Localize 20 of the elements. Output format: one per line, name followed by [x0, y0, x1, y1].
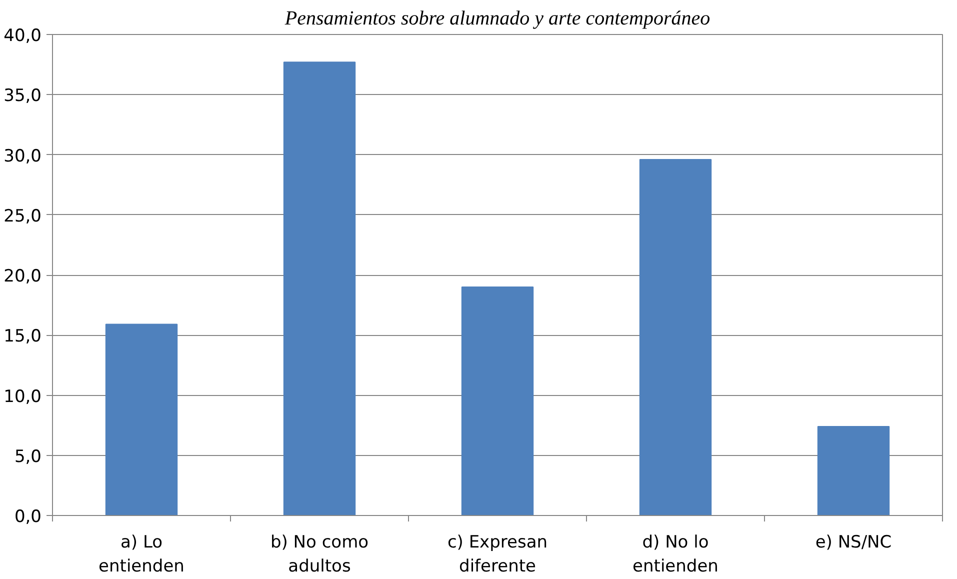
bar — [283, 62, 356, 516]
y-tick-label: 30,0 — [4, 146, 42, 166]
x-tick-label: e) NS/NC — [815, 532, 892, 552]
bar — [817, 426, 890, 516]
x-tick-label: a) Lo entienden — [98, 532, 184, 576]
y-tick-label: 20,0 — [4, 266, 42, 286]
bar — [105, 324, 178, 516]
y-tick-label: 35,0 — [4, 86, 42, 106]
bar — [639, 159, 712, 516]
x-tick-label: c) Expresan diferente — [447, 532, 548, 576]
y-tick-label: 25,0 — [4, 206, 42, 226]
y-tick-label: 5,0 — [14, 446, 42, 467]
bar — [461, 286, 534, 516]
y-tick-label: 10,0 — [4, 386, 42, 407]
chart-title: Pensamientos sobre alumnado y arte contemporáneo — [284, 8, 710, 30]
y-tick-label: 40,0 — [4, 26, 42, 46]
y-tick-label: 15,0 — [4, 326, 42, 347]
x-tick-label: d) No lo entienden — [632, 532, 718, 576]
y-tick-label: 0,0 — [14, 507, 42, 527]
x-tick-label: b) No como adultos — [270, 532, 369, 576]
